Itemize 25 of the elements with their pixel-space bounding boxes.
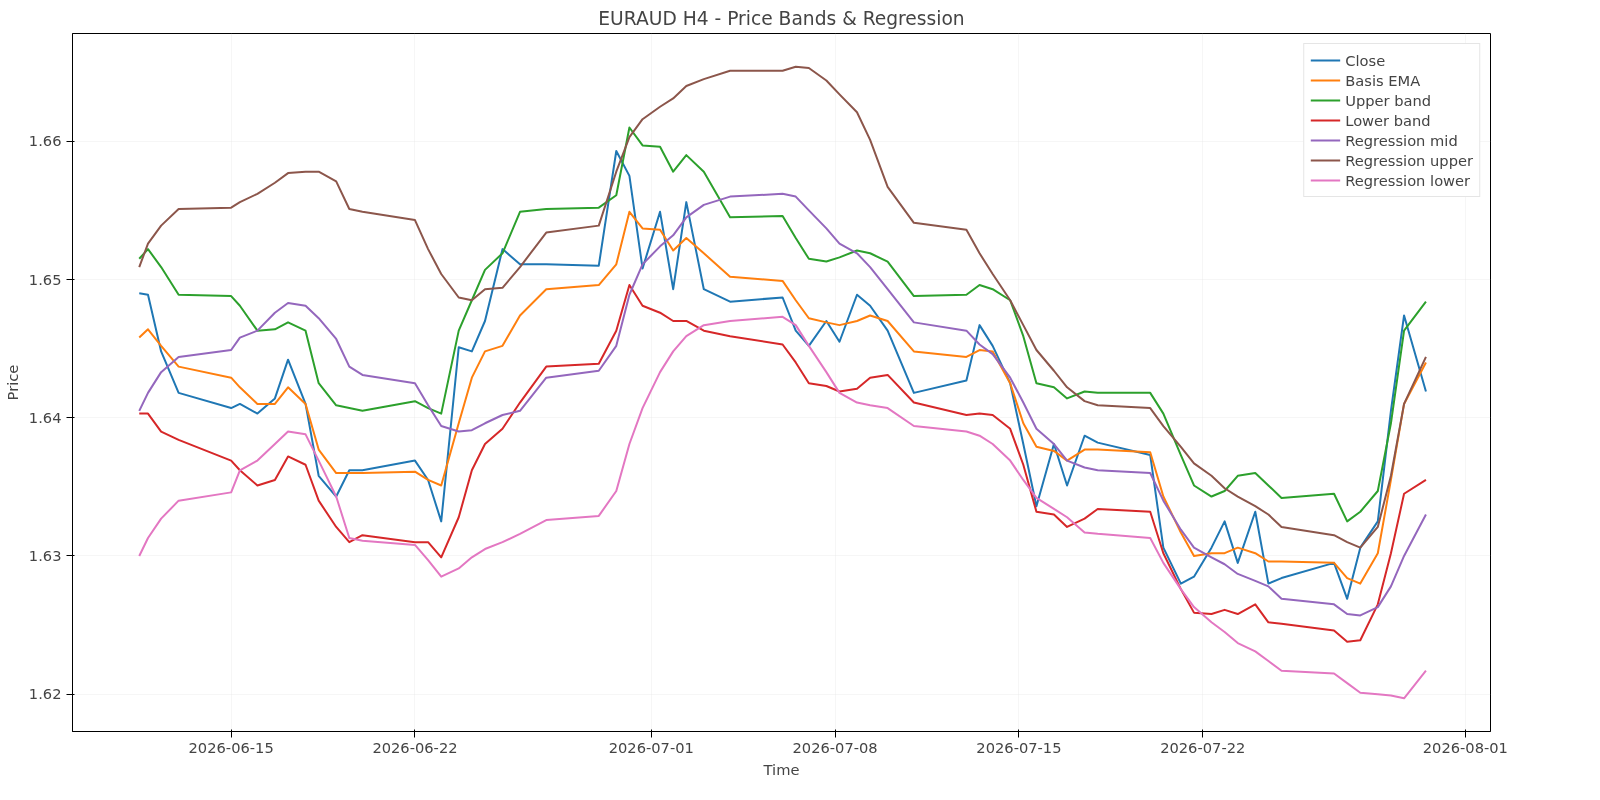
x-tick-label: 2026-08-01 bbox=[1422, 738, 1508, 756]
legend-label: Upper band bbox=[1345, 91, 1432, 109]
legend-label: Close bbox=[1345, 51, 1386, 69]
line-series bbox=[138, 126, 1427, 523]
x-tick-label: 2026-07-08 bbox=[792, 738, 878, 756]
x-tick-label: 2026-06-15 bbox=[188, 738, 274, 756]
x-axis-title: Time bbox=[762, 760, 800, 778]
legend-label: Basis EMA bbox=[1345, 71, 1421, 89]
line-series bbox=[138, 315, 1427, 700]
x-tick-label: 2026-07-15 bbox=[976, 738, 1062, 756]
legend-label: Regression mid bbox=[1345, 131, 1458, 149]
y-axis-title: Price bbox=[3, 364, 21, 401]
y-tick-label: 1.66 bbox=[28, 132, 62, 150]
x-tick-label: 2026-07-01 bbox=[608, 738, 694, 756]
x-tick-label: 2026-06-22 bbox=[372, 738, 458, 756]
legend-label: Regression lower bbox=[1345, 171, 1471, 189]
line-series bbox=[138, 284, 1427, 643]
y-tick-label: 1.63 bbox=[28, 546, 62, 564]
chart-title: EURAUD H4 - Price Bands & Regression bbox=[598, 7, 965, 29]
x-tick-label: 2026-07-22 bbox=[1160, 738, 1246, 756]
y-tick-label: 1.65 bbox=[28, 270, 62, 288]
legend-label: Regression upper bbox=[1345, 151, 1473, 169]
y-tick-label: 1.62 bbox=[28, 685, 62, 703]
y-tick-label: 1.64 bbox=[28, 408, 62, 426]
legend-label: Lower band bbox=[1345, 111, 1431, 129]
